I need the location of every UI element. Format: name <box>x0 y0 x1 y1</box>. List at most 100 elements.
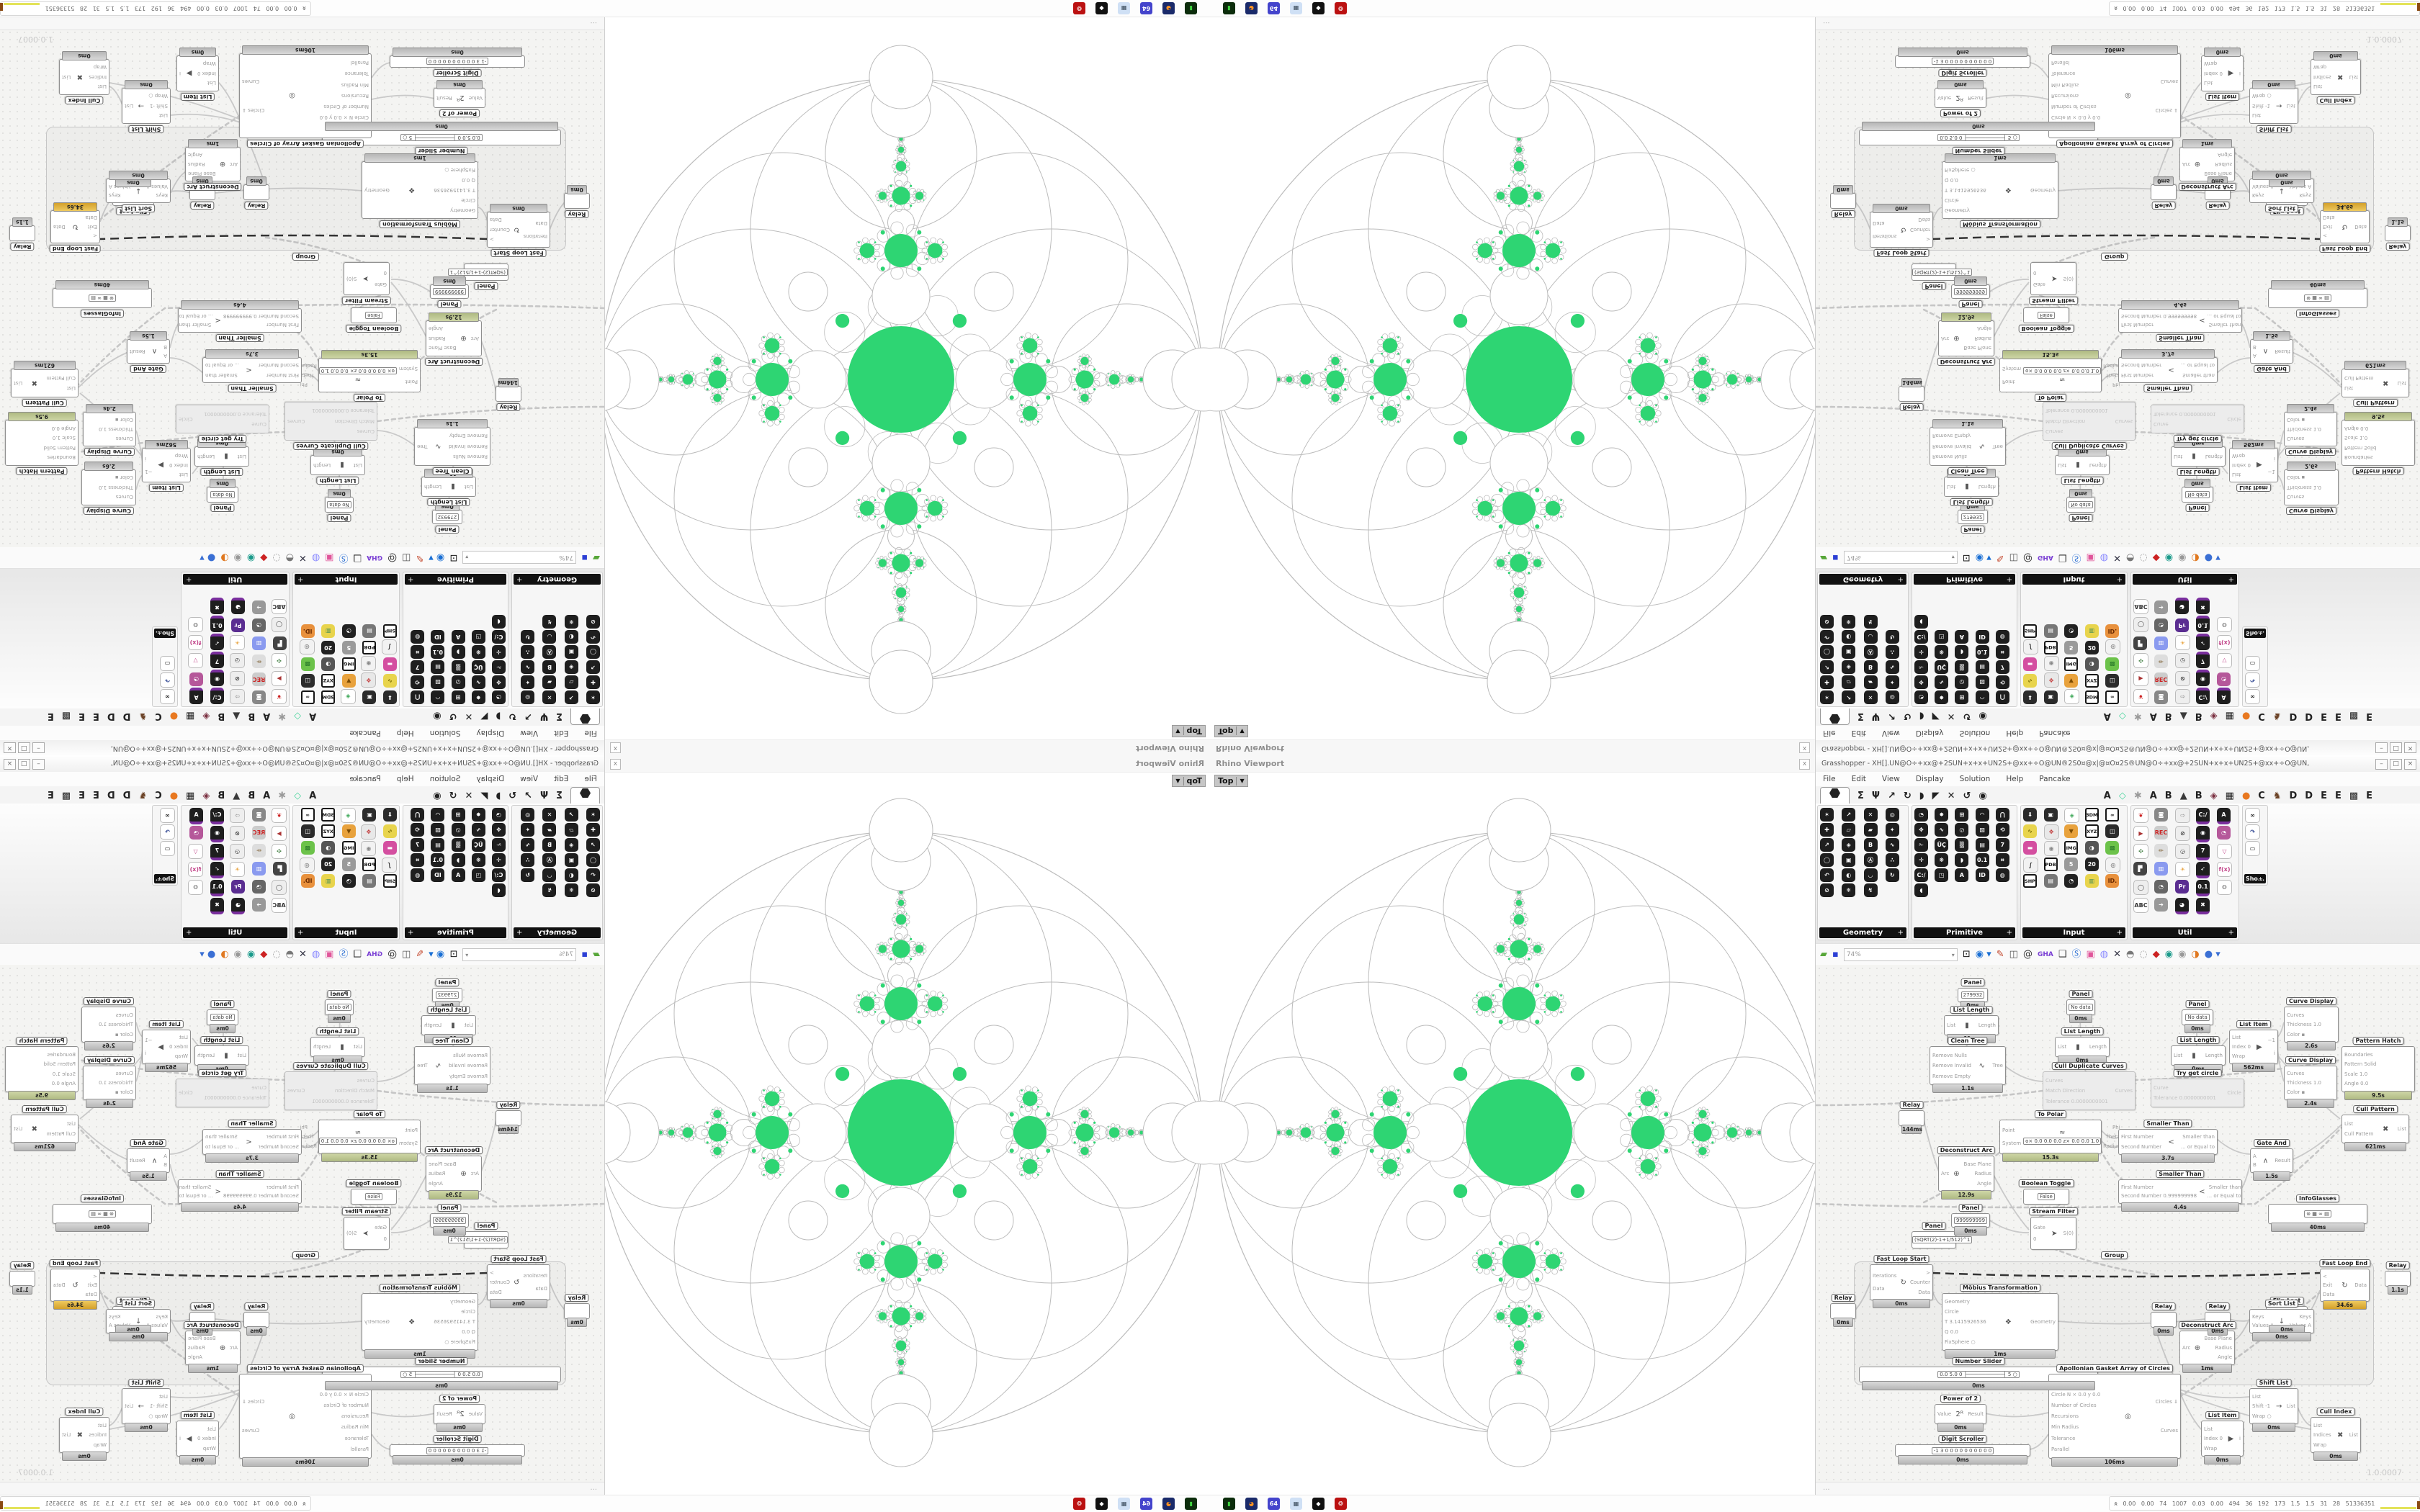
component-icon[interactable]: ◠ <box>1975 808 1989 822</box>
category-tab[interactable]: ▲ <box>233 791 241 801</box>
component-icon[interactable]: C:/ <box>210 808 224 824</box>
component-icon[interactable]: ✕ <box>542 690 557 704</box>
exit-door-icon[interactable]: ◫ <box>402 949 411 960</box>
node-value[interactable]: False <box>2038 312 2055 319</box>
component-icon[interactable]: ◎ <box>1885 808 1899 822</box>
app-save64-icon[interactable]: 64 <box>1140 2 1152 14</box>
component-icon[interactable]: ◔ <box>2064 874 2079 888</box>
component-icon[interactable]: ◐ <box>1842 868 1856 882</box>
component-icon[interactable]: ◡ <box>542 630 557 644</box>
minimize-button[interactable]: – <box>32 759 45 770</box>
component-icon[interactable]: ∿ <box>1885 660 1899 674</box>
component-icon[interactable]: Ⓐ <box>1863 645 1878 659</box>
app-save64-icon[interactable]: 64 <box>1140 1498 1152 1510</box>
component-icon[interactable]: ▭ <box>2245 841 2260 856</box>
gh-node-panel[interactable]: Panel 999999999 0ms <box>1951 1204 1990 1236</box>
category-tab[interactable]: Σ <box>1857 791 1864 801</box>
category-tab[interactable]: Σ <box>1857 711 1864 721</box>
gh-node-curve-display[interactable]: Curve Display Curves Thickness 1.0 Color ▪ 2… <box>2284 1056 2337 1108</box>
component-icon[interactable]: ✁ <box>1914 660 1928 674</box>
component-icon[interactable]: ✥ <box>1914 675 1928 689</box>
component-icon[interactable]: ◙ <box>2154 690 2168 704</box>
category-tab[interactable]: ↻ <box>508 711 517 721</box>
component-icon[interactable]: ➔ <box>252 600 266 614</box>
component-icon[interactable]: ◈ <box>1842 660 1856 674</box>
save-file-icon[interactable]: ▪ <box>1832 949 1839 960</box>
app-save64-icon[interactable]: 64 <box>1268 1498 1280 1510</box>
component-icon[interactable]: Pr <box>2175 880 2189 894</box>
window-icon[interactable]: ❑ <box>2058 949 2067 960</box>
category-tab[interactable]: ▲ <box>233 711 241 721</box>
category-tab[interactable]: A <box>263 711 271 721</box>
component-icon[interactable]: ✥ <box>492 675 506 689</box>
panel-expand-icon[interactable]: + <box>408 575 414 583</box>
node-value[interactable]: o× 0.0 0.0 0.0 z× 0.0 0.0 1.0 <box>2023 1138 2102 1145</box>
component-icon[interactable]: ❦ <box>2133 808 2148 823</box>
component-icon[interactable]: ⊘ <box>586 883 600 897</box>
component-icon[interactable]: ⌗ <box>411 853 425 867</box>
component-icon[interactable]: ↻ <box>521 868 535 882</box>
panel-expand-icon[interactable]: + <box>186 575 192 583</box>
open-file-icon[interactable]: ▰ <box>1820 949 1827 960</box>
gh-node-cull-duplicate-curves[interactable]: Cull Duplicate Curves Curves Match Directi… <box>2043 1062 2136 1110</box>
component-icon[interactable]: ◔ <box>1914 808 1928 822</box>
gh-node-relay[interactable]: Relay 1.1s <box>9 217 35 251</box>
component-icon[interactable]: ABC <box>272 599 287 614</box>
component-icon[interactable]: ◉ <box>2196 670 2210 686</box>
component-icon[interactable]: SHP <box>2023 624 2037 638</box>
component-icon[interactable]: ∿ <box>521 660 535 674</box>
category-tab[interactable]: ◈ <box>2210 711 2218 721</box>
component-icon[interactable]: ↗ <box>586 838 600 852</box>
app-firefox-icon[interactable]: ◕ <box>1162 2 1175 14</box>
component-icon[interactable]: f(x) <box>188 635 203 650</box>
bulb-icon[interactable]: ◍ <box>311 949 321 960</box>
preview-eye-icon[interactable]: ◉ ▾ <box>1975 552 1991 563</box>
component-icon[interactable]: ▤ <box>362 624 377 638</box>
component-icon[interactable]: ◔ <box>252 618 266 632</box>
gh-node-boolean-toggle[interactable]: Boolean Toggle False <box>346 307 402 333</box>
component-icon[interactable]: C:/ <box>492 630 506 644</box>
finder-icon[interactable]: Ⓢ <box>2071 949 2081 960</box>
component-icon[interactable]: ◳ <box>1935 630 1949 644</box>
gh-node-boolean-toggle[interactable]: Boolean Toggle False <box>2018 307 2074 333</box>
gh-node-relay[interactable]: Relay 0ms <box>243 1302 269 1336</box>
gh-node-relay[interactable]: Relay 1.1s <box>2385 217 2411 251</box>
node-value[interactable]: No data <box>2185 1014 2210 1021</box>
gh-node-fast-loop-start[interactable]: Fast Loop Start Iterations Data ↻ > Counter Da… <box>487 1255 550 1308</box>
red-drop-icon[interactable]: ◆ <box>260 949 268 960</box>
node-value[interactable]: No data <box>327 1004 351 1011</box>
component-icon[interactable]: ◕ <box>2175 598 2189 614</box>
component-icon[interactable]: ◕ <box>2175 898 2189 914</box>
menu-item-edit[interactable]: Edit <box>554 729 569 737</box>
component-icon[interactable]: ◔ <box>189 672 203 686</box>
sketch-pen-icon[interactable]: ✎ <box>1996 949 2004 960</box>
viewport-view-button[interactable]: Top ▼ <box>1214 775 1248 787</box>
gh-node-curve-display[interactable]: Curve Display Curves Thickness 1.0 Color ▪ 2… <box>83 404 136 456</box>
component-icon[interactable]: ▤ <box>431 838 445 852</box>
component-icon[interactable]: ID <box>431 630 445 644</box>
component-icon[interactable]: ∞ <box>2105 808 2120 822</box>
component-icon[interactable]: ▥ <box>321 874 336 888</box>
menu-item-view[interactable]: View <box>520 729 539 737</box>
component-icon[interactable]: ◶ <box>1955 675 1969 689</box>
component-icon[interactable]: B <box>542 660 557 674</box>
menu-item-view[interactable]: View <box>520 775 539 783</box>
component-icon[interactable]: ◯ <box>272 617 287 632</box>
component-icon[interactable]: 3DM <box>321 690 336 704</box>
category-tab[interactable]: B <box>218 791 225 801</box>
component-icon[interactable]: ✥ <box>2043 672 2059 688</box>
component-icon[interactable]: ◔ <box>2154 880 2168 894</box>
gha-installer-icon[interactable]: GHA <box>2037 951 2053 958</box>
category-tab[interactable]: C <box>2258 791 2265 801</box>
menu-item-file[interactable]: File <box>584 729 597 737</box>
zoom-extents-icon[interactable]: ⊡ <box>449 949 458 960</box>
menu-item-file[interactable]: File <box>1823 729 1836 737</box>
category-tab[interactable]: ✱ <box>2133 791 2142 801</box>
component-icon[interactable]: ◶ <box>451 823 465 837</box>
component-icon[interactable]: ❂ <box>2217 880 2232 895</box>
component-icon[interactable]: ÜÇ <box>471 838 485 852</box>
bulb-icon[interactable]: ◍ <box>2099 949 2109 960</box>
